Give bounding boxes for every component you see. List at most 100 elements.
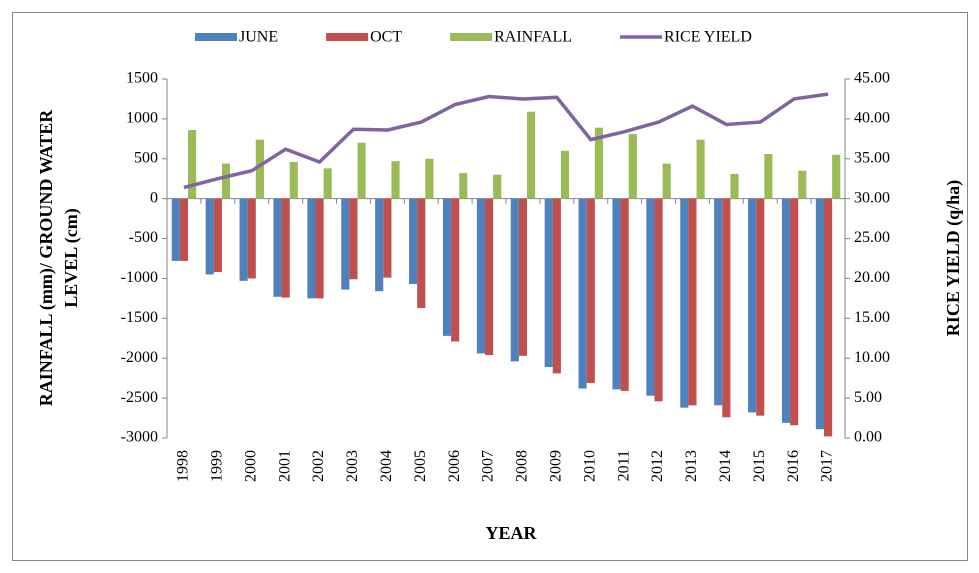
y2-tick-label: 10.00 [854,349,890,366]
x-tick-label: 2000 [242,450,259,482]
legend-swatch [450,33,493,41]
bar [680,198,689,408]
x-tick-label: 2006 [446,450,463,482]
bar [213,198,222,273]
bar [654,198,663,402]
bar [375,198,384,292]
bar [527,111,536,199]
x-tick-label: 2010 [581,450,598,482]
bar [781,198,791,423]
x-axis-title: YEAR [485,523,537,543]
y2-tick-label: 25.00 [854,229,890,246]
y2-tick-label: 30.00 [854,189,890,206]
x-tick-label: 2012 [649,450,666,482]
y-tick-label: -1000 [121,269,158,286]
legend-label: OCT [370,29,402,46]
bar [221,163,231,199]
y-tick-label: 1000 [126,110,158,127]
y-tick-label: -2500 [121,389,158,406]
x-tick-label: 2014 [717,450,734,482]
bar [171,198,180,261]
y2-tick-label: 45.00 [854,70,890,87]
bar [748,198,757,413]
bar [383,198,392,278]
bar [476,198,485,354]
y2-tick-label: 40.00 [854,110,890,127]
x-tick-label: 2015 [751,450,768,482]
bar [815,198,824,430]
x-tick-label: 2017 [819,450,836,482]
bar [823,198,833,437]
y-axis-title: RAINFALL (mm)/ GROUND WATER [36,109,57,407]
bar [594,127,603,199]
bar [459,173,468,199]
y-tick-label: -500 [129,229,158,246]
y2-tick-label: 20.00 [854,269,890,286]
x-tick-label: 2004 [378,450,395,482]
bar [281,198,290,298]
bar [179,198,189,261]
y2-tick-label: 0.00 [854,429,882,446]
bar [722,198,731,418]
bar [586,198,595,383]
bar [560,150,570,199]
bar [307,198,316,299]
x-tick-label: 2011 [615,450,632,481]
bar [323,168,332,199]
x-tick-label: 2005 [412,450,429,482]
legend-label: JUNE [239,29,278,46]
bar [425,158,434,199]
y-tick-label: -2000 [121,349,158,366]
bar [628,134,637,199]
legend-swatch [195,33,237,41]
bar [255,139,264,199]
bar [696,139,705,199]
bar [612,198,621,390]
bar [417,198,426,308]
bar [409,198,418,285]
bar [790,198,799,426]
y2-tick-label: 35.00 [854,149,890,166]
x-tick-label: 2001 [276,450,293,482]
x-tick-label: 2009 [548,450,565,482]
x-tick-label: 1998 [175,450,192,482]
legend-label: RICE YIELD [664,29,752,46]
x-tick-label: 2016 [785,450,802,482]
y-tick-label: 0 [150,189,158,206]
bar [273,198,282,297]
bar [552,198,561,374]
bar [188,130,197,199]
y-tick-label: 1500 [126,70,158,87]
y-tick-label: -1500 [121,309,158,326]
bar [484,198,494,356]
bar [451,198,460,342]
bar [510,198,519,362]
bar [730,173,739,199]
bar [341,198,350,290]
bar [493,174,502,199]
bar [756,198,765,416]
bar [646,198,655,396]
bar [578,198,587,389]
bar [714,198,723,406]
bar [544,198,553,367]
y2-axis-title: RICE YIELD (q/ha) [943,180,964,336]
x-tick-label: 2008 [514,450,531,482]
line-series [183,92,829,190]
legend-label: RAINFALL [494,29,572,46]
bar [764,153,773,199]
bar [247,198,256,279]
bar [289,161,298,199]
y2-tick-label: 15.00 [854,309,890,326]
bar [442,198,452,336]
y2-tick-label: 5.00 [854,389,882,406]
x-tick-label: 1999 [209,450,226,482]
bar [662,163,671,199]
bar [688,198,697,406]
bar [518,198,528,356]
bar [391,161,400,199]
legend-swatch [326,33,369,41]
bar [239,198,248,281]
bar [357,142,366,199]
